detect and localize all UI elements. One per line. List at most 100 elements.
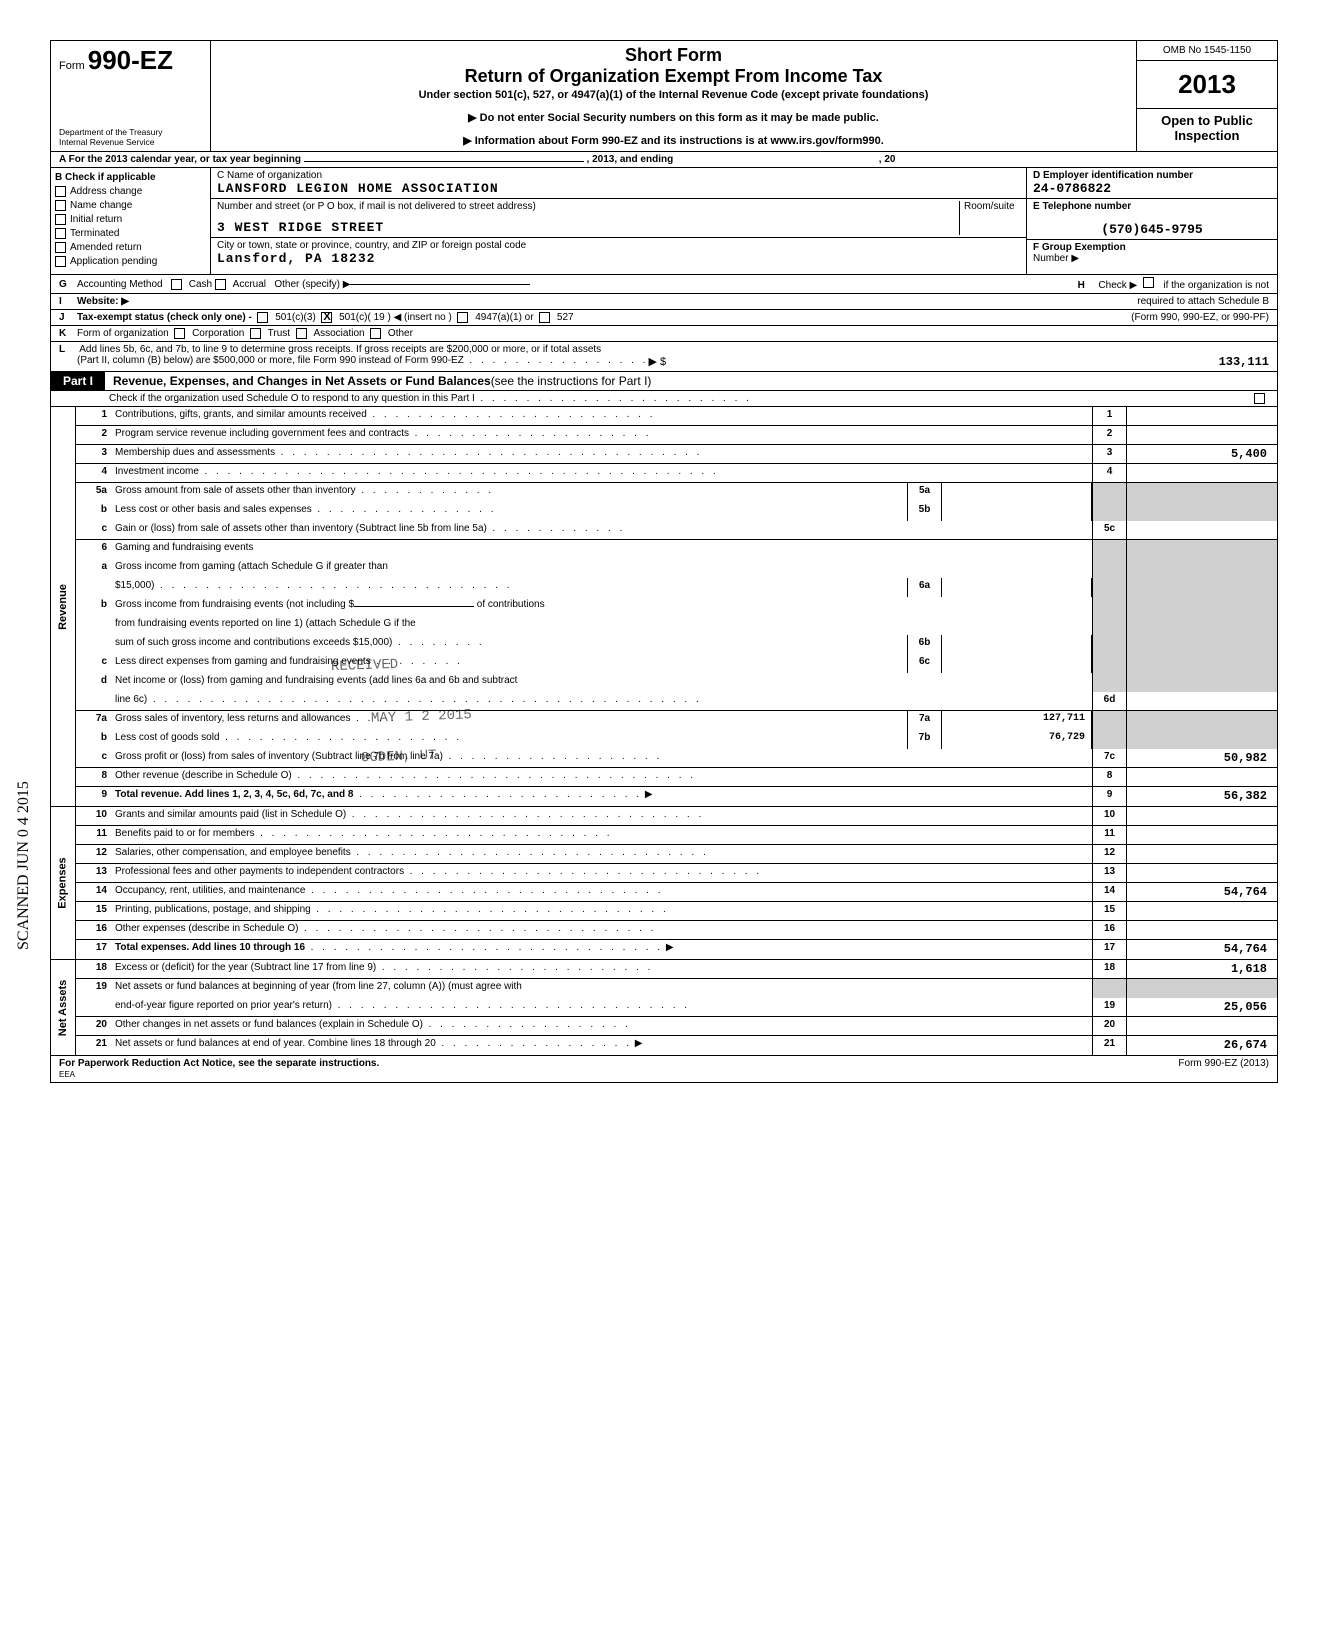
line-7a-box-shaded xyxy=(1092,711,1127,730)
line-6a-subval xyxy=(942,578,1092,597)
line-9-text: Total revenue. Add lines 1, 2, 3, 4, 5c,… xyxy=(111,787,1092,806)
line-5a-text: Gross amount from sale of assets other t… xyxy=(111,483,1092,502)
group-row: F Group Exemption Number ▶ xyxy=(1027,240,1277,266)
check-501c[interactable] xyxy=(321,312,332,323)
check-initial[interactable]: Initial return xyxy=(55,214,206,225)
check-cash[interactable] xyxy=(171,279,182,290)
line-7b-subval: 76,729 xyxy=(942,730,1092,749)
line-3-num: 3 xyxy=(76,445,111,463)
org-name: LANSFORD LEGION HOME ASSOCIATION xyxy=(217,181,1020,196)
part-1-header: Part I Revenue, Expenses, and Changes in… xyxy=(50,372,1278,391)
line-6b-val-shaded xyxy=(1127,597,1277,616)
tax-year: 2013 xyxy=(1137,61,1277,109)
line-3-text: Membership dues and assessments . . . . … xyxy=(111,445,1092,463)
line-14-val: 54,764 xyxy=(1127,883,1277,901)
line-15: 15Printing, publications, postage, and s… xyxy=(76,902,1277,921)
line-21-num: 21 xyxy=(76,1036,111,1055)
line-6d-box: 6d xyxy=(1092,692,1127,710)
check-accrual[interactable] xyxy=(215,279,226,290)
line-6d-num-blank xyxy=(76,692,111,710)
check-501c3[interactable] xyxy=(257,312,268,323)
check-527[interactable] xyxy=(539,312,550,323)
line-5b-box-shaded xyxy=(1092,502,1127,521)
address-row: Number and street (or P O box, if mail i… xyxy=(211,199,1026,238)
check-other-org[interactable] xyxy=(370,328,381,339)
line-g: G Accounting Method Cash Accrual Other (… xyxy=(50,275,1278,294)
line-6d-text1: Net income or (loss) from gaming and fun… xyxy=(111,673,1092,692)
line-6c-num: c xyxy=(76,654,111,673)
opt-501c3: 501(c)(3) xyxy=(275,312,316,323)
line-2-box: 2 xyxy=(1092,426,1127,444)
line-6b-2: from fundraising events reported on line… xyxy=(76,616,1277,635)
line-2-num: 2 xyxy=(76,426,111,444)
line-8-num: 8 xyxy=(76,768,111,786)
line-1-val xyxy=(1127,407,1277,425)
check-pending[interactable]: Application pending xyxy=(55,256,206,267)
line-11-box: 11 xyxy=(1092,826,1127,844)
check-4947[interactable] xyxy=(457,312,468,323)
section-c-label: C Name of organization xyxy=(217,170,1020,181)
line-6d-text2: line 6c) . . . . . . . . . . . . . . . .… xyxy=(111,692,1092,710)
form-footer-text: Form 990-EZ (2013) xyxy=(1178,1058,1269,1080)
row-a-text1: A For the 2013 calendar year, or tax yea… xyxy=(59,154,304,165)
line-1-text: Contributions, gifts, grants, and simila… xyxy=(111,407,1092,425)
line-6c-sub: 6c xyxy=(907,654,942,673)
line-20: 20 Other changes in net assets or fund b… xyxy=(76,1017,1277,1036)
line-20-box: 20 xyxy=(1092,1017,1127,1035)
check-terminated[interactable]: Terminated xyxy=(55,228,206,239)
line-10-val xyxy=(1127,807,1277,825)
line-k: K Form of organization Corporation Trust… xyxy=(50,326,1278,342)
line-14: 14Occupancy, rent, utilities, and mainte… xyxy=(76,883,1277,902)
group-label: F Group Exemption xyxy=(1033,242,1271,253)
section-b-label: B Check if applicable xyxy=(55,172,206,183)
check-amended[interactable]: Amended return xyxy=(55,242,206,253)
check-schedule-o[interactable] xyxy=(1254,393,1265,404)
line-6b-val-shaded2 xyxy=(1127,616,1277,635)
line-7b: b Less cost of goods sold . . . . . . . … xyxy=(76,730,1277,749)
line-11-num: 11 xyxy=(76,826,111,844)
check-trust[interactable] xyxy=(250,328,261,339)
line-6b-num-blank2 xyxy=(76,635,111,654)
check-name[interactable]: Name change xyxy=(55,200,206,211)
line-6c-box-shaded xyxy=(1092,654,1127,673)
check-h[interactable] xyxy=(1143,277,1154,288)
line-5b-subval xyxy=(942,502,1092,521)
line-g-label: G xyxy=(59,279,77,290)
part-1-title-text: Revenue, Expenses, and Changes in Net As… xyxy=(113,374,491,388)
line-17-box: 17 xyxy=(1092,940,1127,959)
line-6a-text2: $15,000) . . . . . . . . . . . . . . . .… xyxy=(111,578,1092,597)
ein-label: D Employer identification number xyxy=(1033,170,1271,181)
check-address[interactable]: Address change xyxy=(55,186,206,197)
line-12-val xyxy=(1127,845,1277,863)
line-6b-text1: Gross income from fundraising events (no… xyxy=(111,597,1092,616)
line-6b-subval xyxy=(942,635,1092,654)
line-6a-1: a Gross income from gaming (attach Sched… xyxy=(76,559,1277,578)
subtitle: Under section 501(c), 527, or 4947(a)(1)… xyxy=(219,89,1128,101)
form-990-text: (Form 990, 990-EZ, or 990-PF) xyxy=(1131,312,1269,323)
check-corp[interactable] xyxy=(174,328,185,339)
room-label: Room/suite xyxy=(960,201,1020,235)
line-h-label: H xyxy=(1078,280,1096,291)
part-1-check: Check if the organization used Schedule … xyxy=(50,391,1278,407)
line-5b-val-shaded xyxy=(1127,502,1277,521)
line-19-val: 25,056 xyxy=(1127,998,1277,1016)
line-14-num: 14 xyxy=(76,883,111,901)
check-pending-label: Application pending xyxy=(70,256,157,267)
line-3-box: 3 xyxy=(1092,445,1127,463)
line-9-num: 9 xyxy=(76,787,111,806)
check-terminated-label: Terminated xyxy=(70,228,119,239)
line-12: 12Salaries, other compensation, and empl… xyxy=(76,845,1277,864)
line-4-val xyxy=(1127,464,1277,482)
line-18-box: 18 xyxy=(1092,960,1127,978)
line-10-text: Grants and similar amounts paid (list in… xyxy=(111,807,1092,825)
line-7a-sub: 7a xyxy=(907,711,942,730)
line-7c-text: Gross profit or (loss) from sales of inv… xyxy=(111,749,1092,767)
expenses-rows: 10Grants and similar amounts paid (list … xyxy=(76,807,1277,959)
line-i-label: I xyxy=(59,296,77,307)
other-label: Other (specify) ▶ xyxy=(274,279,350,290)
line-16-val xyxy=(1127,921,1277,939)
check-assoc[interactable] xyxy=(296,328,307,339)
opt-corp: Corporation xyxy=(192,328,244,339)
netassets-label: Net Assets xyxy=(51,960,76,1055)
check-address-label: Address change xyxy=(70,186,142,197)
